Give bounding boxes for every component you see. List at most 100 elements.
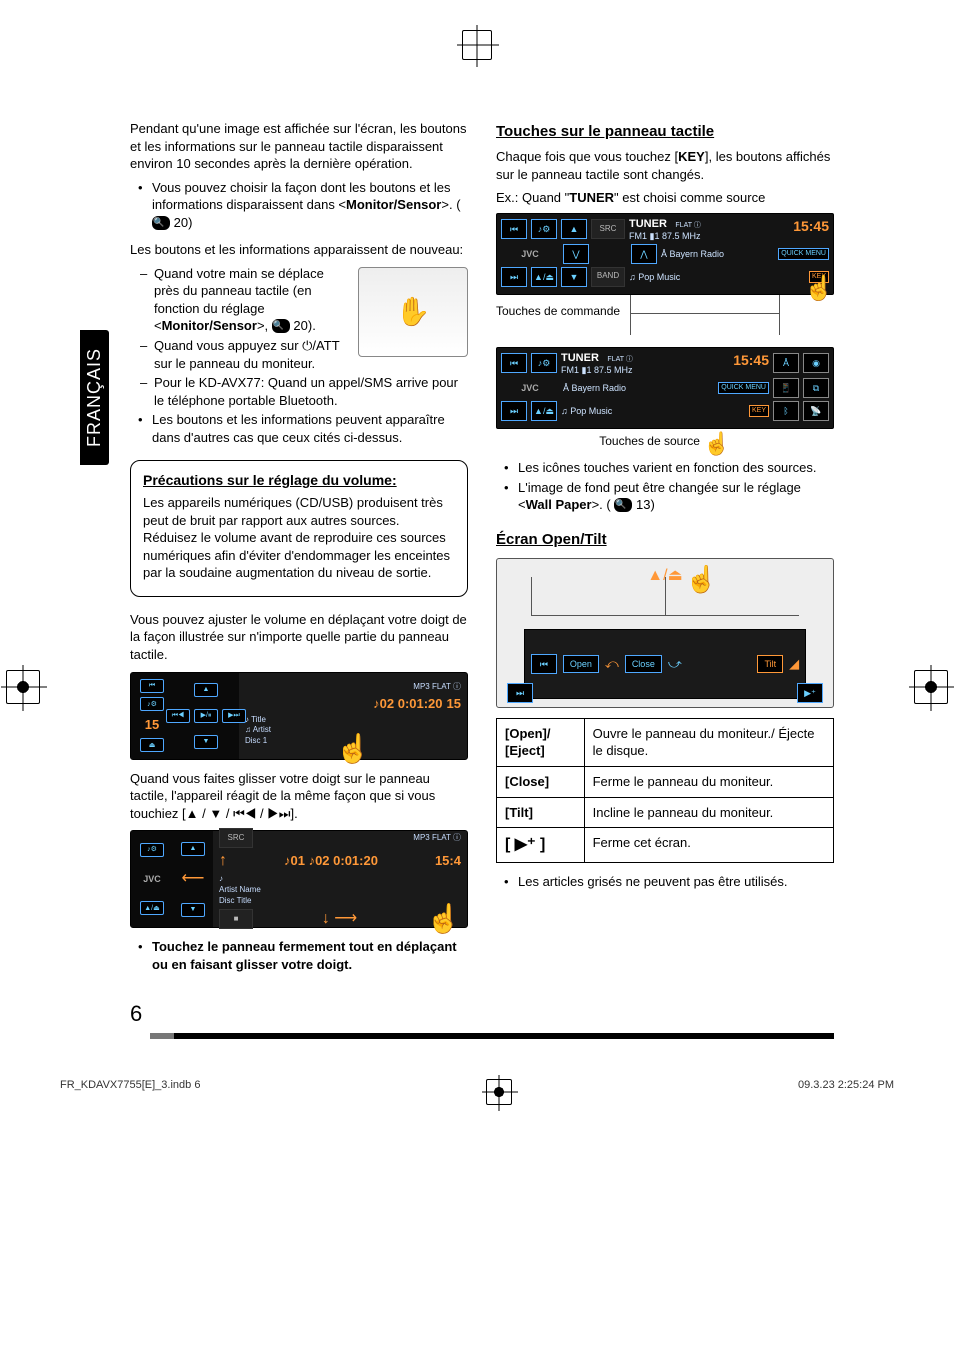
dev2-eject-icon: ▲/⏏	[140, 901, 164, 915]
bullet-monitor-sensor: Vous pouvez choisir la façon dont les bo…	[142, 179, 468, 232]
command-keys-label: Touches de commande	[496, 303, 620, 319]
dev-play-icon: ▶/⏸	[194, 709, 218, 723]
t1-eject-icon: ▲/⏏	[531, 267, 557, 287]
footer-rule	[150, 1033, 834, 1039]
open-tilt-heading: Écran Open/Tilt	[496, 530, 834, 550]
tilt-return-icon: ▶⁺	[797, 683, 823, 703]
tuner-command-illustration: ⏮ ♪⚙ ▲ SRC TUNER FLAT ⓘ 15:45 FM1 ▮1 87.…	[496, 213, 834, 295]
t2-category: ♫ Pop Music	[561, 406, 745, 416]
t1-band-freq: FM1 ▮1 87.5 MHz	[629, 231, 700, 241]
drag-gesture-para: Quand vous faites glisser votre doigt su…	[130, 770, 468, 823]
bullet-greyed: Les articles grisés ne peuvent pas être …	[508, 873, 834, 891]
magnifier-icon	[614, 498, 632, 512]
bullet-other-cases: Les boutons et les informations peuvent …	[142, 411, 468, 446]
t2-settings-icon: ♪⚙	[531, 353, 557, 373]
dash-hand-near: Quand votre main se déplace près du pann…	[142, 265, 468, 335]
dev2-src-button: SRC	[219, 828, 253, 848]
t1-up-icon: ▲	[561, 219, 587, 239]
dev-btn-eject-icon: ⏏	[140, 738, 164, 752]
cell-return-key: [ ▶⁺ ]	[497, 828, 585, 863]
source-notes-list: Les icônes touches varient en fonction d…	[496, 459, 834, 514]
command-keys-callout	[630, 295, 780, 335]
t2-source-title: TUNER	[561, 352, 599, 364]
t1-band-button: BAND	[591, 267, 625, 287]
t1-flat-indicator: FLAT ⓘ	[675, 222, 700, 229]
touches-panel-heading: Touches sur le panneau tactile	[496, 122, 834, 142]
reappear-dash-list: Quand votre main se déplace près du pann…	[130, 265, 468, 409]
cell-tilt-val: Incline le panneau du moniteur.	[584, 797, 833, 828]
intro-bullet-list: Vous pouvez choisir la façon dont les bo…	[130, 179, 468, 232]
crop-mark-top	[462, 30, 492, 60]
greyed-note-list: Les articles grisés ne peuvent pas être …	[496, 873, 834, 891]
volume-gesture-illustration: ⏮ ♪⚙ 15 ⏏ ▲ ⏮◀ ▶/⏸ ▶⏭ ▼ MP3 FLAT ⓘ ♪02 0…	[130, 672, 468, 760]
tilt-back-icon: ⏮	[531, 654, 557, 674]
dev-btn-back-icon: ⏮	[140, 679, 164, 693]
dev-clock: 15	[447, 695, 461, 713]
dev2-track-meta: ♪ Artist Name Disc Title	[219, 874, 461, 906]
dev-rew-icon: ⏮◀	[166, 709, 190, 723]
t2-src-bt-icon: ᛒ	[773, 401, 799, 421]
magnifier-icon	[272, 319, 290, 333]
dev2-arrow-left-icon: ⟵	[182, 868, 205, 890]
dev2-arrow-up-icon: ↑	[219, 850, 227, 872]
dev-track-time: ♪02 0:01:20	[373, 695, 442, 713]
t2-eject-icon: ▲/⏏	[531, 401, 557, 421]
bullet-wallpaper: L'image de fond peut être changée sur le…	[508, 479, 834, 514]
t1-settings-icon: ♪⚙	[531, 219, 557, 239]
bullet-firm-touch: Touchez le panneau fermement tout en dép…	[142, 938, 468, 973]
t2-src-sat-icon: 📡	[803, 401, 829, 421]
dev-mp3-flat: MP3 FLAT ⓘ	[245, 682, 461, 693]
dev-btn-settings-icon: ♪⚙	[140, 697, 164, 711]
table-row: [Open]/ [Eject] Ouvre le panneau du moni…	[497, 718, 834, 766]
t2-quick-menu: QUICK MENU	[718, 382, 769, 393]
source-keys-label: Touches de source ☝	[496, 433, 834, 449]
firm-touch-bullet: Touchez le panneau fermement tout en dép…	[130, 938, 468, 973]
t1-fwd-icon: ⏭	[501, 267, 527, 287]
dev2-stop-icon: ■	[219, 909, 253, 929]
cell-close-val: Ferme le panneau du moniteur.	[584, 767, 833, 798]
page-body: Pendant qu'une image est affichée sur l'…	[0, 120, 954, 975]
right-column: Touches sur le panneau tactile Chaque fo…	[496, 120, 834, 975]
volume-precaution-title: Précautions sur le réglage du volume:	[143, 471, 455, 490]
t1-back-icon: ⏮	[501, 219, 527, 239]
tuner-example-para: Ex.: Quand "TUNER" est choisi comme sour…	[496, 189, 834, 207]
cell-open-eject-val: Ouvre le panneau du moniteur./ Éjecte le…	[584, 718, 833, 766]
dev-volume-value: 15	[145, 716, 159, 734]
t2-band-freq: FM1 ▮1 87.5 MHz	[561, 365, 632, 375]
tilt-tilt-button: Tilt	[757, 655, 783, 673]
cell-close-key: [Close]	[497, 767, 585, 798]
t1-clock: 15:45	[793, 218, 829, 234]
other-cases-bullet: Les boutons et les informations peuvent …	[130, 411, 468, 446]
dev2-up-icon: ▲	[181, 842, 205, 856]
volume-precaution-body: Les appareils numériques (CD/USB) produi…	[143, 494, 455, 582]
tuner-source-illustration: ⏮ ♪⚙ TUNER FLAT ⓘ 15:45 FM1 ▮1 87.5 MHz …	[496, 347, 834, 429]
t1-vup-icon: ⋀	[631, 244, 657, 264]
t1-quick-menu: QUICK MENU	[778, 248, 829, 259]
t1-station: Å Bayern Radio	[661, 249, 774, 259]
dev-up-icon: ▲	[194, 683, 218, 697]
t1-jvc-logo: JVC	[501, 248, 559, 260]
t2-src-a-icon: Å	[773, 353, 799, 373]
dev2-mp3-flat: MP3 FLAT ⓘ	[413, 833, 461, 844]
t1-category: ♫ Pop Music	[629, 272, 805, 282]
tilt-close-button: Close	[625, 655, 662, 673]
volume-precaution-box: Précautions sur le réglage du volume: Le…	[130, 460, 468, 597]
t2-key-button: KEY	[749, 405, 769, 416]
footer-timestamp: 09.3.23 2:25:24 PM	[798, 1079, 894, 1105]
key-toggle-para: Chaque fois que vous touchez [KEY], les …	[496, 148, 834, 183]
cell-open-eject-key: [Open]/ [Eject]	[497, 718, 585, 766]
drag-gesture-illustration: ♪⚙ JVC ▲/⏏ ▲ ⟵ ▼ SRC MP3 FLAT ⓘ ↑ ♪01 ♪0…	[130, 830, 468, 928]
left-column: Pendant qu'une image est affichée sur l'…	[130, 120, 468, 975]
t2-station: Å Bayern Radio	[563, 383, 714, 393]
t1-source-title: TUNER	[629, 218, 667, 230]
t2-back-icon: ⏮	[501, 353, 527, 373]
bullet-icons-vary: Les icônes touches varient en fonction d…	[508, 459, 834, 477]
cell-return-val: Ferme cet écran.	[584, 828, 833, 863]
magnifier-icon	[152, 216, 170, 230]
t1-src-button: SRC	[591, 219, 625, 239]
dev-down-icon: ▼	[194, 735, 218, 749]
intro-para: Pendant qu'une image est affichée sur l'…	[130, 120, 468, 173]
dev2-clock: 15:4	[435, 852, 461, 870]
t2-fwd-icon: ⏭	[501, 401, 527, 421]
reappear-para: Les boutons et les informations apparais…	[130, 241, 468, 259]
